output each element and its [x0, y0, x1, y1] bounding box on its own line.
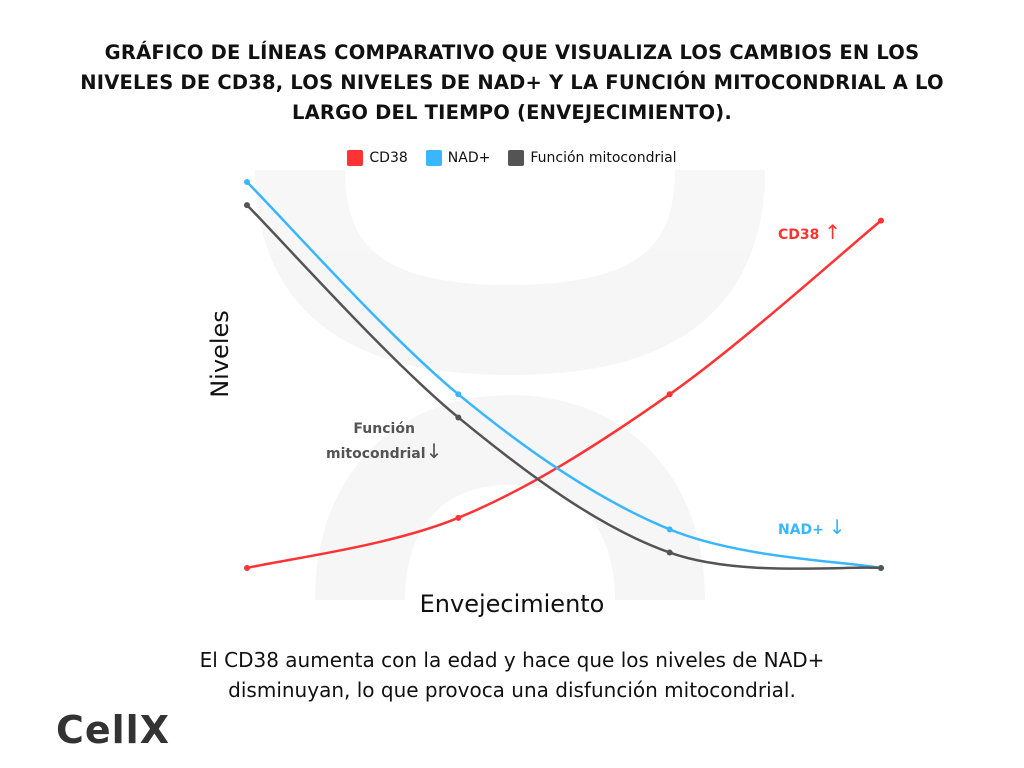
legend-swatch: [347, 150, 364, 166]
watermark: [255, 168, 765, 602]
arrow-down-icon: ↓: [828, 515, 846, 539]
legend: CD38 NAD+ Función mitocondrial: [0, 150, 1024, 166]
data-point: [244, 179, 250, 185]
caption: El CD38 aumenta con la edad y hace que l…: [0, 645, 1024, 705]
arrow-up-icon: ↑: [824, 220, 842, 244]
data-point: [244, 202, 250, 209]
annotation-text: NAD+: [778, 522, 824, 538]
data-point: [878, 565, 884, 571]
x-axis-label: Envejecimiento: [419, 590, 605, 618]
legend-swatch: [508, 150, 525, 166]
legend-label: Función mitocondrial: [530, 150, 677, 166]
legend-label: NAD+: [447, 150, 491, 166]
legend-label: CD38: [369, 150, 408, 166]
legend-swatch: [425, 150, 442, 166]
caption-line: disminuyan, lo que provoca una disfunció…: [228, 678, 796, 702]
chart-title: GRÁFICO DE LÍNEAS COMPARATIVO QUE VISUAL…: [80, 41, 944, 124]
legend-item-nad: NAD+: [425, 150, 491, 166]
annotation-text: CD38: [778, 227, 820, 243]
arrow-down-icon: ↓: [425, 439, 443, 463]
data-point: [666, 391, 673, 398]
annotation-mito: Función mitocondrial↓: [326, 418, 442, 465]
data-point: [455, 391, 462, 398]
data-point: [455, 414, 462, 421]
series-line-0: [246, 219, 882, 570]
data-point: [666, 526, 673, 533]
logo-text: CellX: [56, 708, 171, 752]
legend-item-cd38: CD38: [347, 150, 408, 166]
legend-item-mito: Función mitocondrial: [508, 150, 677, 166]
data-point: [666, 549, 673, 556]
annotation-cd38: CD38 ↑: [778, 220, 841, 244]
annotation-text: Función: [353, 421, 415, 437]
logo: CellX: [56, 708, 170, 752]
data-point: [244, 565, 250, 571]
annotation-nad: NAD+ ↓: [778, 515, 846, 539]
data-point: [878, 217, 884, 224]
data-point: [455, 514, 462, 521]
y-axis-label: Niveles: [206, 310, 234, 398]
caption-line: El CD38 aumenta con la edad y hace que l…: [199, 648, 825, 672]
annotation-text: mitocondrial: [326, 446, 426, 462]
series-line-1: [246, 181, 882, 570]
series-line-2: [246, 204, 882, 571]
